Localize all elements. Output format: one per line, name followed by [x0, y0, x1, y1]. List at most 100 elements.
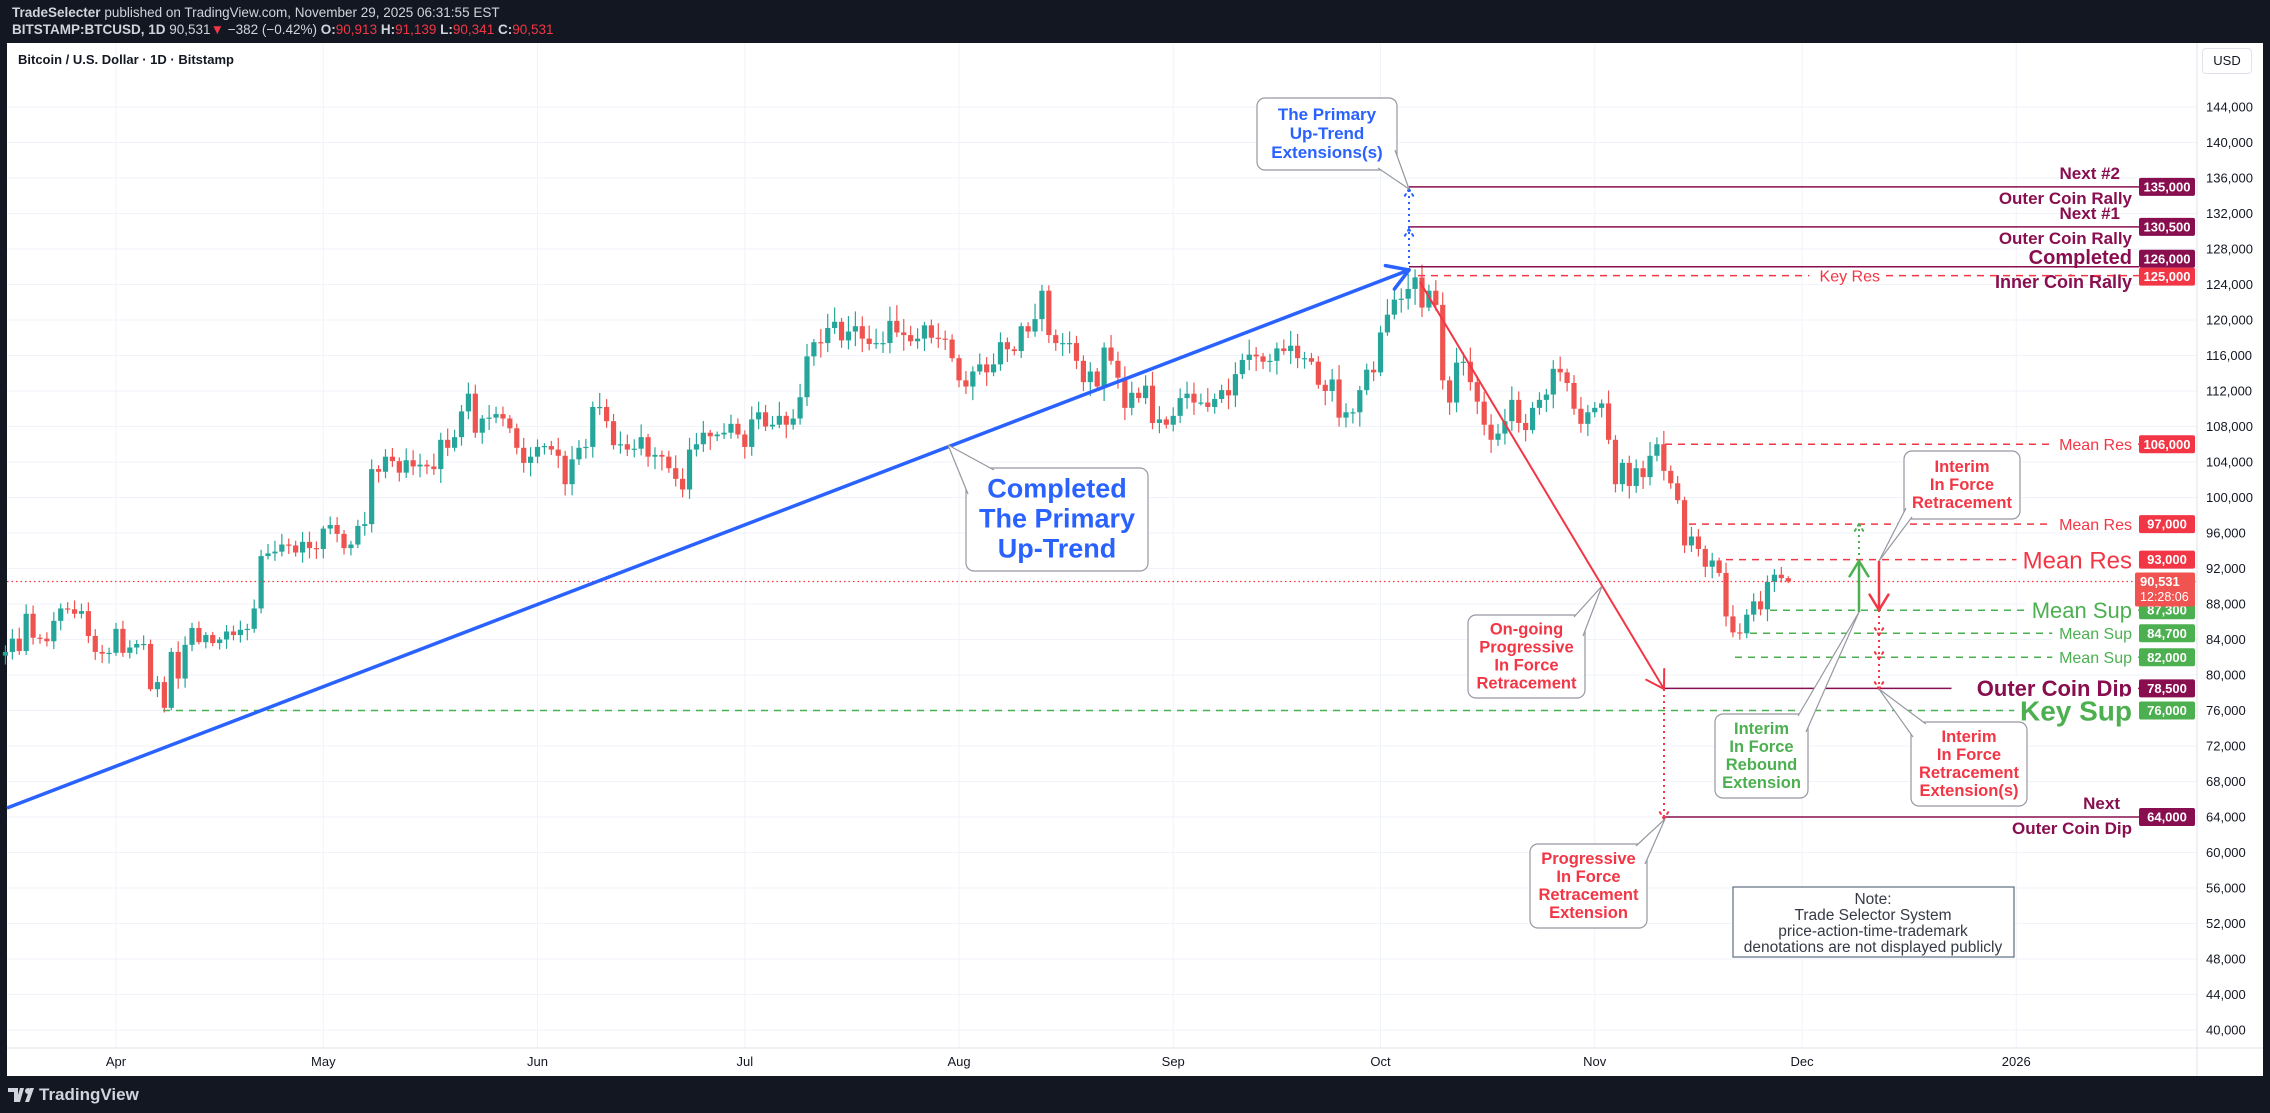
- current-price-tag: [2135, 572, 2195, 607]
- callout-pointer-edge: [1878, 507, 1907, 562]
- level-label: Mean Res: [2023, 547, 2132, 574]
- candle-body: [659, 454, 665, 457]
- candle-body: [1073, 343, 1080, 361]
- candle-body: [106, 652, 112, 655]
- candle-body: [797, 397, 803, 419]
- callout-text: Interim: [1941, 728, 1996, 746]
- price-axis-label: 128,000: [2206, 242, 2253, 257]
- callout-box: [1903, 450, 2021, 520]
- callout-text: Interim: [1734, 720, 1789, 738]
- time-axis-label: 2026: [2002, 1054, 2031, 1069]
- candle-body: [120, 628, 126, 653]
- uptrend-line: [6, 268, 1410, 810]
- candle-body: [1550, 368, 1556, 395]
- candle-body: [631, 448, 637, 450]
- callout-pointer: [1378, 150, 1409, 189]
- candle-body: [217, 639, 223, 644]
- candle-body: [1688, 536, 1695, 546]
- level-label: Completed: [2029, 247, 2132, 269]
- candle-body: [604, 406, 610, 422]
- price-axis-label: 84,000: [2206, 632, 2246, 647]
- candle-body: [320, 528, 326, 549]
- candle-body: [914, 338, 921, 342]
- candle-body: [1585, 412, 1591, 424]
- candle-body: [1661, 444, 1667, 471]
- callout-text: Extension: [1722, 774, 1801, 792]
- time-axis-label: Jul: [736, 1054, 753, 1069]
- level-label: Key Res: [1820, 268, 1880, 285]
- candle-body: [85, 611, 91, 636]
- note-box-frame: [1732, 886, 2015, 958]
- note-text: price-action-time-trademark: [1778, 923, 1968, 940]
- candle-body: [362, 524, 368, 526]
- current-price-tag-label: 90,531: [2140, 574, 2180, 589]
- rebound-arrowhead: [1848, 559, 1861, 578]
- candle-body: [223, 631, 230, 640]
- price-tag-label: 93,000: [2147, 552, 2187, 567]
- candle-body: [1377, 332, 1384, 373]
- candle-body: [873, 343, 879, 345]
- open-label: O:: [320, 22, 336, 37]
- candle-body: [963, 380, 969, 387]
- price-tag: [2139, 435, 2195, 454]
- callout-box: [1714, 713, 1809, 799]
- tradingview-logo[interactable]: TradingView: [8, 1085, 139, 1105]
- candle-body: [783, 415, 789, 425]
- uptrend-extension-arrowhead: [1401, 228, 1410, 241]
- callout-pointer-edge: [947, 444, 969, 495]
- candle-body: [1232, 374, 1239, 396]
- price-axis-label: 144,000: [2206, 100, 2253, 115]
- candle-body: [1771, 574, 1777, 582]
- interim-extension-arrowhead: [1872, 648, 1880, 660]
- candle-body: [382, 456, 389, 472]
- candle-body: [348, 544, 354, 549]
- candle-body: [1495, 433, 1501, 440]
- level-label: Mean Sup: [2032, 598, 2132, 623]
- price-axis-label: 68,000: [2206, 774, 2246, 789]
- candle-body: [935, 337, 941, 339]
- callout-box: [1529, 843, 1648, 929]
- candle-body: [555, 449, 561, 456]
- candle-body: [728, 423, 734, 433]
- candle-body: [99, 651, 105, 654]
- last-price: 90,531: [169, 22, 211, 37]
- candle-body: [1301, 358, 1308, 360]
- price-axis-label: 96,000: [2206, 526, 2246, 541]
- level-label-background: [2016, 547, 2138, 572]
- callout-text: Progressive: [1479, 639, 1573, 657]
- candle-body: [1419, 277, 1425, 308]
- candle-body: [9, 638, 15, 652]
- logo-text: TradingView: [39, 1085, 139, 1104]
- candle-body: [472, 393, 478, 433]
- candle-body: [1205, 402, 1211, 407]
- candle-body: [700, 432, 706, 445]
- candle-body: [189, 627, 195, 645]
- price-tag-label: 82,000: [2147, 650, 2187, 665]
- callout-pointer-edge: [1878, 688, 1914, 738]
- candle-body: [1018, 326, 1024, 352]
- candle-body: [1536, 399, 1543, 408]
- retracement-arrowhead: [1645, 678, 1665, 690]
- candle-body: [389, 456, 395, 462]
- level-label-background: [2014, 696, 2138, 725]
- candle-body: [1011, 349, 1017, 352]
- callout-pointer-edge: [1644, 818, 1666, 865]
- callout-text: Rebound: [1726, 756, 1798, 774]
- candle-body: [1101, 347, 1107, 387]
- currency-button[interactable]: USD: [2202, 48, 2252, 74]
- callout-text: On-going: [1490, 621, 1563, 639]
- candle-body: [161, 682, 167, 708]
- candle-body: [341, 533, 347, 549]
- candle-body: [1350, 412, 1356, 414]
- rebound-extension-arrowhead: [1852, 523, 1860, 535]
- price-axis-label: 100,000: [2206, 490, 2253, 505]
- candle-body: [521, 447, 527, 463]
- callout-text: The Primary: [1278, 105, 1377, 124]
- price-axis-label: 112,000: [2206, 384, 2252, 399]
- candle-body: [597, 406, 603, 409]
- candle-body: [1198, 402, 1204, 404]
